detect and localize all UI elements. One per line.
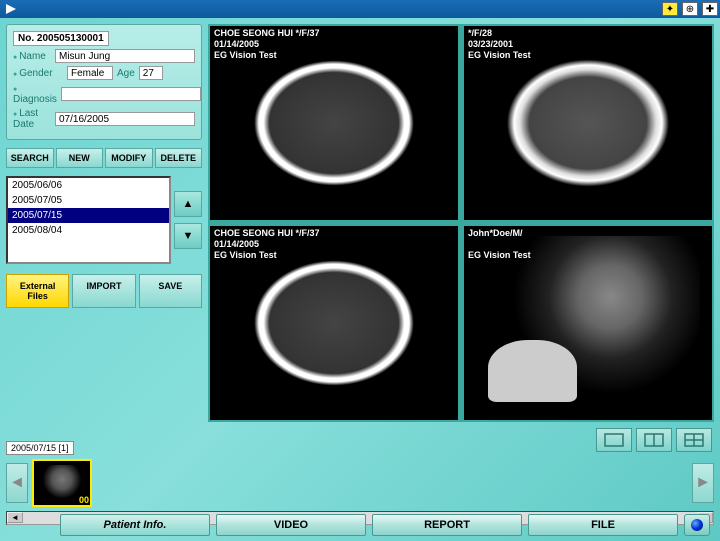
ct-scan-image-icon bbox=[235, 45, 433, 200]
scan-panel-1[interactable]: CHOE SEONG HUI */F/37 01/14/2005 EG Visi… bbox=[210, 26, 458, 220]
scan1-test: EG Vision Test bbox=[214, 50, 277, 60]
lastdate-input[interactable] bbox=[55, 112, 195, 126]
titlebar-button-3[interactable]: ✚ bbox=[702, 2, 718, 16]
patient-info-box: No. 200505130001 Name Gender Age Diagnos… bbox=[6, 24, 202, 140]
diagnosis-label: Diagnosis bbox=[13, 83, 57, 105]
main-area: No. 200505130001 Name Gender Age Diagnos… bbox=[0, 18, 720, 541]
diagnosis-input[interactable] bbox=[61, 87, 201, 101]
scan1-date: 01/14/2005 bbox=[214, 39, 259, 49]
date-list[interactable]: 2005/06/062005/07/052005/07/152005/08/04 bbox=[6, 176, 171, 264]
thumbnail-1[interactable]: 00 bbox=[32, 459, 92, 507]
scan1-patient: CHOE SEONG HUI */F/37 bbox=[214, 28, 320, 38]
delete-button[interactable]: DELETE bbox=[155, 148, 203, 168]
age-input[interactable] bbox=[139, 66, 163, 80]
date-list-item[interactable]: 2005/08/04 bbox=[8, 223, 169, 238]
date-list-item[interactable]: 2005/06/06 bbox=[8, 178, 169, 193]
save-button[interactable]: SAVE bbox=[139, 274, 202, 308]
new-button[interactable]: NEW bbox=[56, 148, 104, 168]
thumb-prev-button[interactable]: ◄ bbox=[6, 463, 28, 503]
import-button[interactable]: IMPORT bbox=[72, 274, 135, 308]
lastdate-label: Last Date bbox=[13, 108, 51, 130]
app-menu-arrow-icon[interactable] bbox=[6, 4, 16, 14]
tab-report[interactable]: REPORT bbox=[372, 514, 522, 536]
external-files-button[interactable]: External Files bbox=[6, 274, 69, 308]
ct-scan-image-icon bbox=[235, 245, 433, 400]
patient-no-value: 200505130001 bbox=[37, 33, 104, 44]
name-input[interactable] bbox=[55, 49, 195, 63]
scan2-patient: */F/28 bbox=[468, 28, 492, 38]
name-label: Name bbox=[13, 51, 51, 62]
window-titlebar: ✦ ⊕ ✚ bbox=[0, 0, 720, 18]
gender-input[interactable] bbox=[67, 66, 113, 80]
gender-label: Gender bbox=[13, 68, 63, 79]
scan4-test: EG Vision Test bbox=[468, 250, 531, 260]
tab-patient-info[interactable]: Patient Info. bbox=[60, 514, 210, 536]
modify-button[interactable]: MODIFY bbox=[105, 148, 153, 168]
scan2-test: EG Vision Test bbox=[468, 50, 531, 60]
titlebar-button-2[interactable]: ⊕ bbox=[682, 2, 698, 16]
date-list-item[interactable]: 2005/07/15 bbox=[8, 208, 169, 223]
record-button[interactable] bbox=[684, 514, 710, 536]
thumbnail-strip: 2005/07/15 [1] ◄ 00 ► bbox=[6, 438, 714, 516]
scan-panel-4[interactable]: John*Doe/M/ EG Vision Test bbox=[464, 226, 712, 420]
thumb-next-button[interactable]: ► bbox=[692, 463, 714, 503]
list-down-button[interactable]: ▼ bbox=[174, 223, 202, 249]
tab-video[interactable]: VIDEO bbox=[216, 514, 366, 536]
left-panel: No. 200505130001 Name Gender Age Diagnos… bbox=[6, 24, 202, 422]
list-up-button[interactable]: ▲ bbox=[174, 191, 202, 217]
patient-no-label: No. bbox=[18, 33, 34, 44]
bottom-tabs: Patient Info. VIDEO REPORT FILE bbox=[60, 513, 710, 537]
scan4-patient: John*Doe/M/ bbox=[468, 228, 523, 238]
scan2-date: 03/23/2001 bbox=[468, 39, 513, 49]
date-list-item[interactable]: 2005/07/05 bbox=[8, 193, 169, 208]
titlebar-button-1[interactable]: ✦ bbox=[662, 2, 678, 16]
ct-scan-image-icon bbox=[489, 45, 687, 200]
search-button[interactable]: SEARCH bbox=[6, 148, 54, 168]
scan3-date: 01/14/2005 bbox=[214, 239, 259, 249]
xray-image-icon bbox=[476, 236, 699, 411]
tab-file[interactable]: FILE bbox=[528, 514, 678, 536]
scan-panel-3[interactable]: CHOE SEONG HUI */F/37 01/14/2005 EG Visi… bbox=[210, 226, 458, 420]
thumb-date-label: 2005/07/15 [1] bbox=[6, 441, 74, 455]
image-grid: CHOE SEONG HUI */F/37 01/14/2005 EG Visi… bbox=[208, 24, 714, 422]
scan3-patient: CHOE SEONG HUI */F/37 bbox=[214, 228, 320, 238]
scan3-test: EG Vision Test bbox=[214, 250, 277, 260]
scan-panel-2[interactable]: */F/28 03/23/2001 EG Vision Test bbox=[464, 26, 712, 220]
thumb-number: 00 bbox=[79, 495, 89, 505]
age-label: Age bbox=[117, 68, 135, 79]
